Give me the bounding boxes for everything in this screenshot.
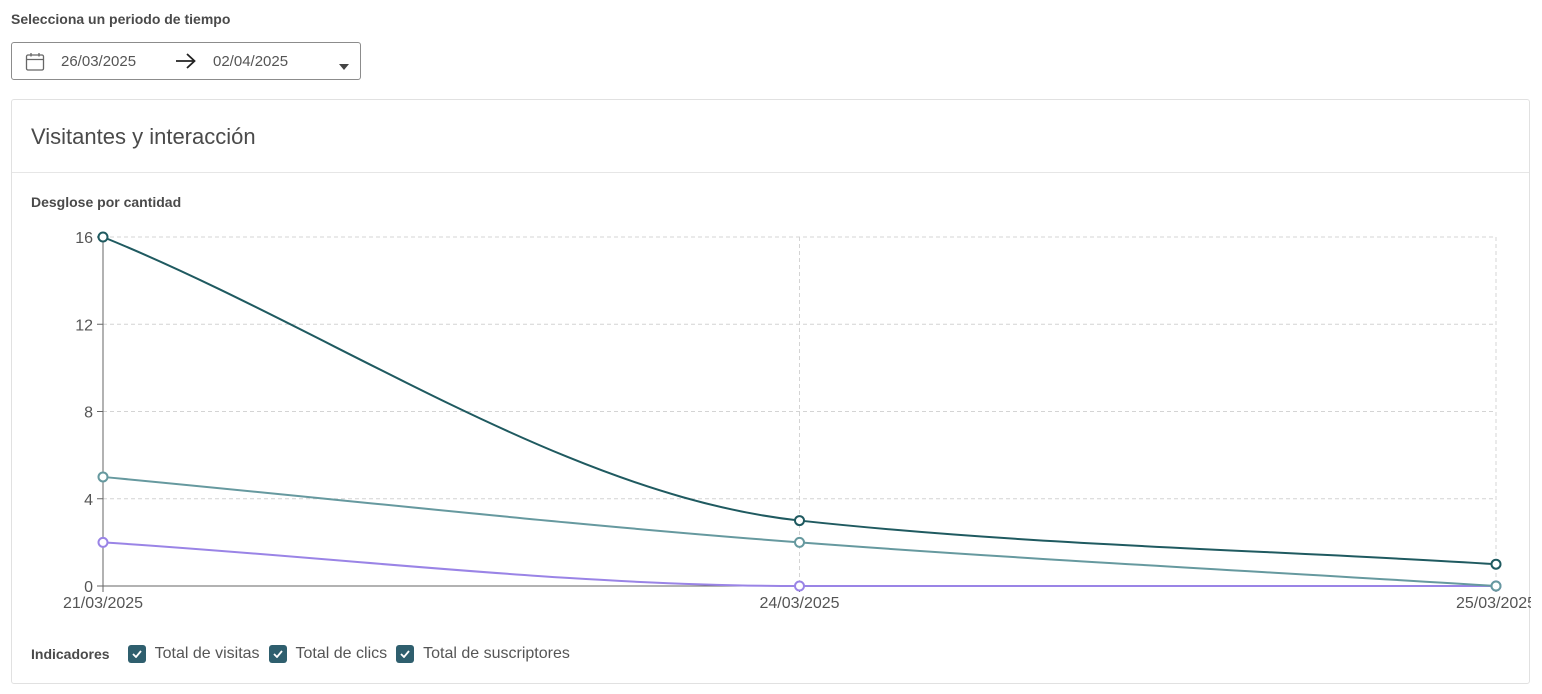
date-range-picker[interactable]: 26/03/2025 02/04/2025 [11,42,361,80]
y-tick-label: 8 [84,405,93,422]
y-tick-label: 4 [84,492,93,509]
visitors-card: Visitantes y interacción Desglose por ca… [11,99,1531,684]
x-tick-label: 24/03/2025 [759,595,839,612]
card-header [12,100,1529,173]
x-tick-label: 25/03/2025 [1456,595,1531,612]
legend-item-suscriptores[interactable]: Total de suscriptores [396,645,570,663]
end-date[interactable]: 02/04/2025 [213,53,289,70]
line-chart: 0 4 8 12 16 21/03/2025 24/03/2025 25/03/2025 [63,230,1531,612]
y-tick-label: 16 [75,230,93,247]
data-point [97,231,109,243]
data-point [97,471,109,483]
x-tick-label: 21/03/2025 [63,595,143,612]
checkbox-checked-icon[interactable] [127,645,146,663]
data-point [97,536,109,548]
legend-item-label: Total de visitas [154,645,260,662]
y-tick-label: 12 [75,317,93,334]
data-point [794,515,805,527]
data-point [1490,580,1502,592]
legend-item-label: Total de clics [295,645,388,662]
y-tick-label: 0 [84,579,93,596]
data-point [1490,558,1502,570]
card-title: Visitantes y interacción [31,124,256,149]
legend: Indicadores Total de visitas Total de cl… [31,645,579,663]
checkbox-checked-icon[interactable] [396,645,415,663]
data-point [794,580,805,592]
chart-subtitle: Desglose por cantidad [31,194,182,210]
legend-title: Indicadores [31,646,110,662]
checkbox-checked-icon[interactable] [268,645,287,663]
start-date[interactable]: 26/03/2025 [61,53,137,70]
calendar-icon [25,52,45,77]
period-label: Selecciona un periodo de tiempo [11,11,231,27]
legend-item-label: Total de suscriptores [423,645,570,662]
arrow-right-icon [175,52,197,75]
chevron-down-icon[interactable] [338,58,350,76]
legend-item-visitas[interactable]: Total de visitas [127,645,260,663]
legend-item-clics[interactable]: Total de clics [268,645,388,663]
data-point [794,536,805,548]
